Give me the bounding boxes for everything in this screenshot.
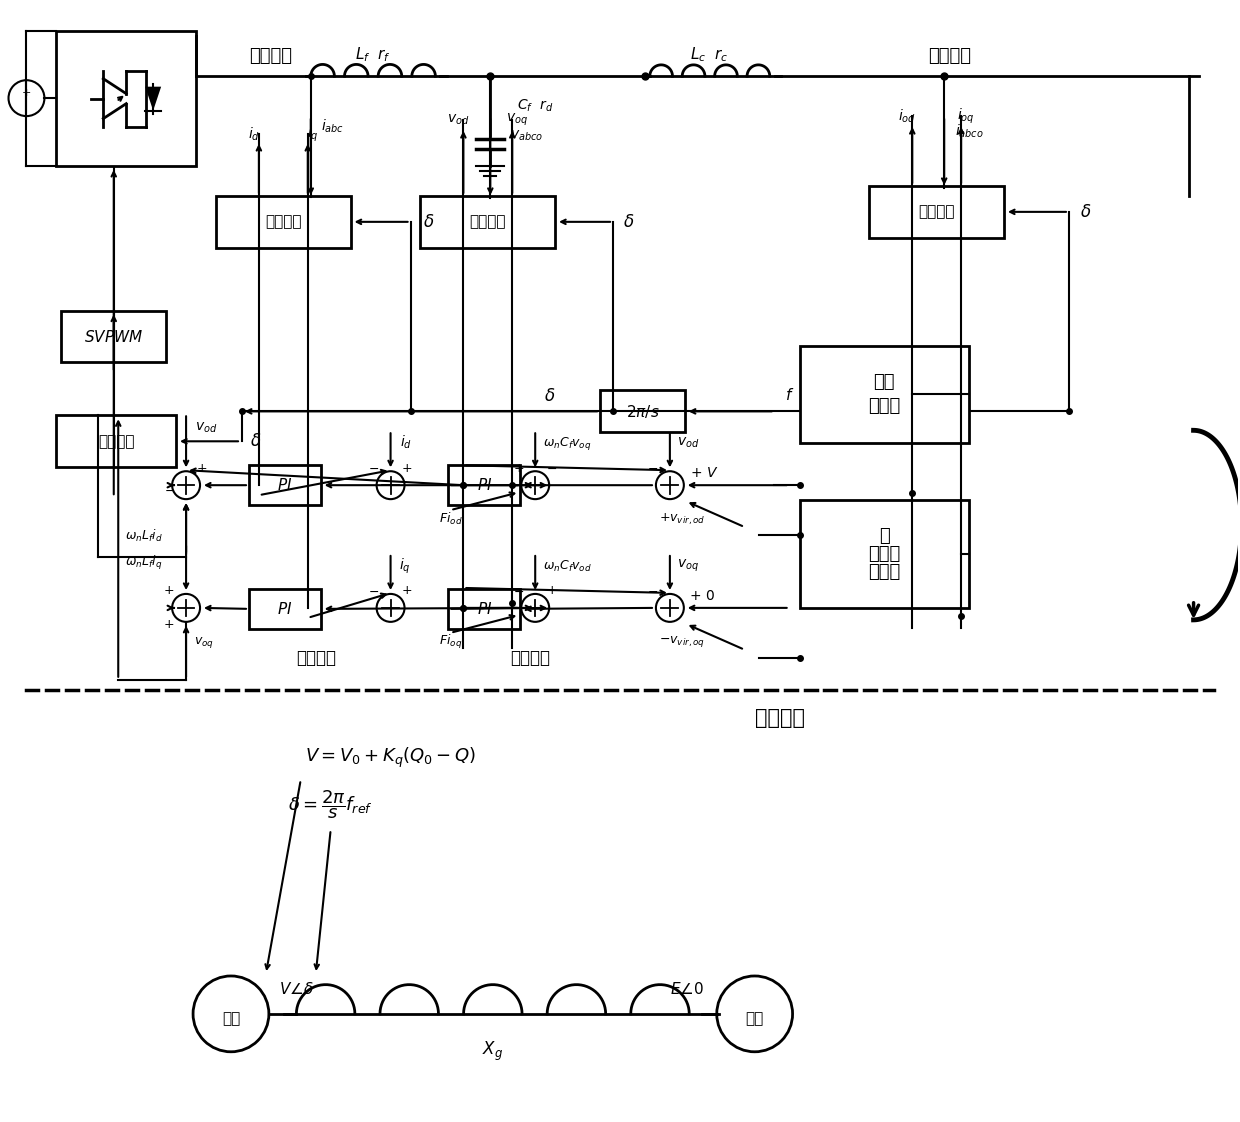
Circle shape xyxy=(172,594,200,622)
Text: $\omega_n L_f i_q$: $\omega_n L_f i_q$ xyxy=(125,554,162,572)
Bar xyxy=(62,311,166,362)
Circle shape xyxy=(656,594,683,622)
Circle shape xyxy=(377,471,404,499)
Text: 电流控制: 电流控制 xyxy=(296,649,336,666)
Text: $v_{od}$: $v_{od}$ xyxy=(677,436,699,451)
Circle shape xyxy=(521,471,549,499)
Bar xyxy=(800,500,970,608)
Text: $\delta$: $\delta$ xyxy=(1080,203,1091,221)
Text: $\omega_n L_f i_d$: $\omega_n L_f i_d$ xyxy=(125,528,164,544)
Text: +: + xyxy=(197,462,207,475)
Bar xyxy=(249,466,321,505)
Circle shape xyxy=(172,471,200,499)
Text: $-$: $-$ xyxy=(546,462,557,475)
Text: 电源: 电源 xyxy=(222,1011,241,1027)
Text: 下垂: 下垂 xyxy=(874,374,895,392)
Text: $PI$: $PI$ xyxy=(278,477,293,494)
Bar xyxy=(56,415,176,467)
Text: $v_{oq}$: $v_{oq}$ xyxy=(506,112,528,128)
Text: $PI$: $PI$ xyxy=(476,601,492,617)
Text: $i_{od}$: $i_{od}$ xyxy=(898,108,916,125)
Text: $Fi_{od}$: $Fi_{od}$ xyxy=(439,511,463,527)
Text: $\omega_n C_f v_{oq}$: $\omega_n C_f v_{oq}$ xyxy=(543,435,591,452)
Bar xyxy=(420,196,556,248)
Text: $E\angle 0$: $E\angle 0$ xyxy=(670,981,704,997)
Bar xyxy=(249,589,321,628)
Text: $v_{oq}$: $v_{oq}$ xyxy=(677,558,699,574)
Text: +: + xyxy=(22,89,31,98)
Text: $+v_{vir,od}$: $+v_{vir,od}$ xyxy=(658,512,706,527)
Text: $i_{abco}$: $i_{abco}$ xyxy=(955,122,983,140)
Text: $C_f \ \ r_d$: $C_f \ \ r_d$ xyxy=(517,98,553,114)
Text: $L_c \ \ r_c$: $L_c \ \ r_c$ xyxy=(691,45,729,64)
Bar xyxy=(600,390,684,432)
Text: $v_{oq}$: $v_{oq}$ xyxy=(193,635,215,651)
Text: 坐标变换: 坐标变换 xyxy=(98,434,134,449)
Text: $\delta$: $\delta$ xyxy=(544,387,556,405)
Text: $i_q$: $i_q$ xyxy=(308,125,319,144)
Text: 功率环节: 功率环节 xyxy=(249,47,293,65)
Polygon shape xyxy=(145,86,161,111)
Text: $+$: $+$ xyxy=(401,462,412,475)
Text: $\delta$: $\delta$ xyxy=(250,432,262,450)
Text: $v_{abco}$: $v_{abco}$ xyxy=(510,129,543,144)
Text: $i_{abc}$: $i_{abc}$ xyxy=(321,118,345,135)
Text: $v_{od}$: $v_{od}$ xyxy=(448,113,470,127)
Text: $v_{od}$: $v_{od}$ xyxy=(195,420,217,434)
Text: $-$: $-$ xyxy=(512,585,523,597)
Text: $\delta = \dfrac{2\pi}{s} f_{ref}$: $\delta = \dfrac{2\pi}{s} f_{ref}$ xyxy=(288,788,373,820)
Text: $+$: $+$ xyxy=(512,462,523,475)
Circle shape xyxy=(521,594,549,622)
Bar xyxy=(449,589,521,628)
Text: $L_f \ \ r_f$: $L_f \ \ r_f$ xyxy=(355,45,391,64)
Text: $V = V_0 + K_q(Q_0 - Q)$: $V = V_0 + K_q(Q_0 - Q)$ xyxy=(305,745,476,770)
Text: $SVPWM$: $SVPWM$ xyxy=(84,329,144,344)
Text: $\delta$: $\delta$ xyxy=(624,213,635,231)
Text: $-$: $-$ xyxy=(368,462,379,475)
Text: $V\angle\delta$: $V\angle\delta$ xyxy=(279,981,314,997)
Text: +: + xyxy=(164,618,175,632)
Text: $+$: $+$ xyxy=(164,585,175,597)
Text: $i_d$: $i_d$ xyxy=(401,433,413,451)
Text: $\delta$: $\delta$ xyxy=(423,213,434,231)
Text: 虚拟电: 虚拟电 xyxy=(868,545,900,563)
Text: 外部电网: 外部电网 xyxy=(928,47,971,65)
Bar xyxy=(56,31,196,166)
Circle shape xyxy=(656,471,683,499)
Circle shape xyxy=(377,594,404,622)
Text: $-$: $-$ xyxy=(647,585,658,597)
Text: $+\ 0$: $+\ 0$ xyxy=(689,589,714,603)
Text: $i_d$: $i_d$ xyxy=(248,126,260,142)
Text: $-$: $-$ xyxy=(647,462,658,475)
Bar xyxy=(869,186,1004,238)
Bar xyxy=(800,346,970,443)
Text: 电网: 电网 xyxy=(745,1011,764,1027)
Text: $-$: $-$ xyxy=(164,484,175,497)
Text: $PI$: $PI$ xyxy=(476,477,492,494)
Text: $f$: $f$ xyxy=(785,387,795,404)
Text: 坐标变换: 坐标变换 xyxy=(265,214,301,229)
Text: $Fi_{oq}$: $Fi_{oq}$ xyxy=(439,633,463,651)
Text: 坐标变换: 坐标变换 xyxy=(919,204,955,220)
Text: $2\pi / s$: $2\pi / s$ xyxy=(626,403,660,420)
Text: 坐标变换: 坐标变换 xyxy=(470,214,506,229)
Text: $X_g$: $X_g$ xyxy=(482,1040,503,1064)
Text: 电压控制: 电压控制 xyxy=(510,649,551,666)
Text: $+$: $+$ xyxy=(401,585,412,597)
Text: 抗: 抗 xyxy=(879,527,890,545)
Text: $i_q$: $i_q$ xyxy=(399,557,410,576)
Text: 简化模型: 简化模型 xyxy=(755,708,805,727)
Text: $-v_{vir,oq}$: $-v_{vir,oq}$ xyxy=(658,634,704,650)
Text: 自适应: 自适应 xyxy=(868,563,900,581)
Bar xyxy=(449,466,521,505)
Text: $PI$: $PI$ xyxy=(278,601,293,617)
Bar xyxy=(216,196,351,248)
Text: $-$: $-$ xyxy=(368,585,379,597)
Text: $+\ V$: $+\ V$ xyxy=(689,467,718,480)
Text: $i_{oq}$: $i_{oq}$ xyxy=(957,107,975,126)
Text: $+$: $+$ xyxy=(546,585,557,597)
Text: 非线性: 非线性 xyxy=(868,397,900,415)
Text: $\omega_n C_f v_{od}$: $\omega_n C_f v_{od}$ xyxy=(543,559,591,573)
